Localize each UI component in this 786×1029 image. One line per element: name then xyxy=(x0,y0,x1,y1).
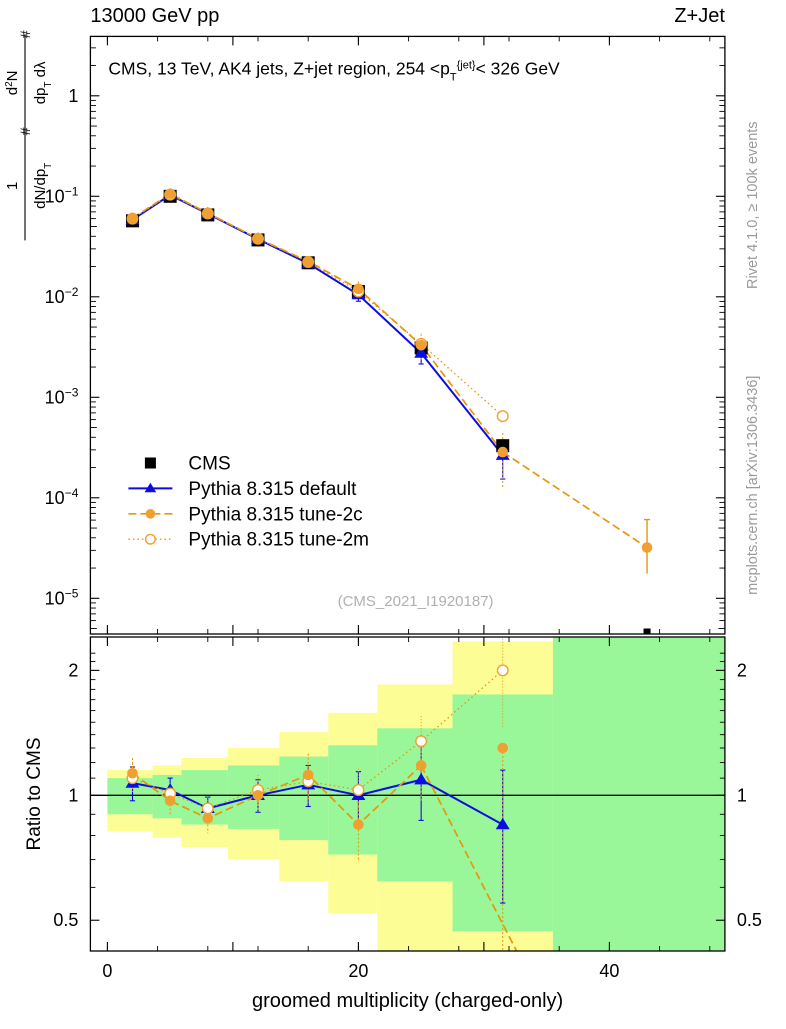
svg-text:13000 GeV pp: 13000 GeV pp xyxy=(90,5,219,27)
svg-text:0.5: 0.5 xyxy=(737,910,762,930)
svg-text:#: # xyxy=(17,127,33,135)
svg-text:CMS: CMS xyxy=(188,454,230,475)
svg-text:(CMS_2021_I1920187): (CMS_2021_I1920187) xyxy=(338,593,494,610)
svg-text:1: 1 xyxy=(68,785,78,805)
svg-text:Pythia 8.315 tune-2m: Pythia 8.315 tune-2m xyxy=(188,530,369,551)
svg-text:2: 2 xyxy=(68,660,78,680)
svg-text:1: 1 xyxy=(4,182,21,190)
svg-text:0.5: 0.5 xyxy=(53,910,78,930)
svg-text:1: 1 xyxy=(68,86,78,106)
svg-text:mcplots.cern.ch [arXiv:1306.34: mcplots.cern.ch [arXiv:1306.3436] xyxy=(745,376,761,595)
svg-text:#: # xyxy=(17,30,33,38)
svg-text:Pythia 8.315 default: Pythia 8.315 default xyxy=(188,479,357,500)
svg-text:40: 40 xyxy=(599,961,619,981)
svg-text:Ratio to CMS: Ratio to CMS xyxy=(24,738,45,851)
svg-text:Pythia 8.315 tune-2c: Pythia 8.315 tune-2c xyxy=(188,504,362,525)
svg-text:20: 20 xyxy=(348,961,368,981)
svg-text:groomed multiplicity (charged-: groomed multiplicity (charged-only) xyxy=(252,990,563,1012)
svg-text:Z+Jet: Z+Jet xyxy=(674,5,725,27)
svg-text:Rivet 4.1.0, ≥ 100k events: Rivet 4.1.0, ≥ 100k events xyxy=(745,121,761,289)
svg-text:1: 1 xyxy=(737,785,747,805)
svg-text:0: 0 xyxy=(102,961,112,981)
svg-text:2: 2 xyxy=(737,660,747,680)
